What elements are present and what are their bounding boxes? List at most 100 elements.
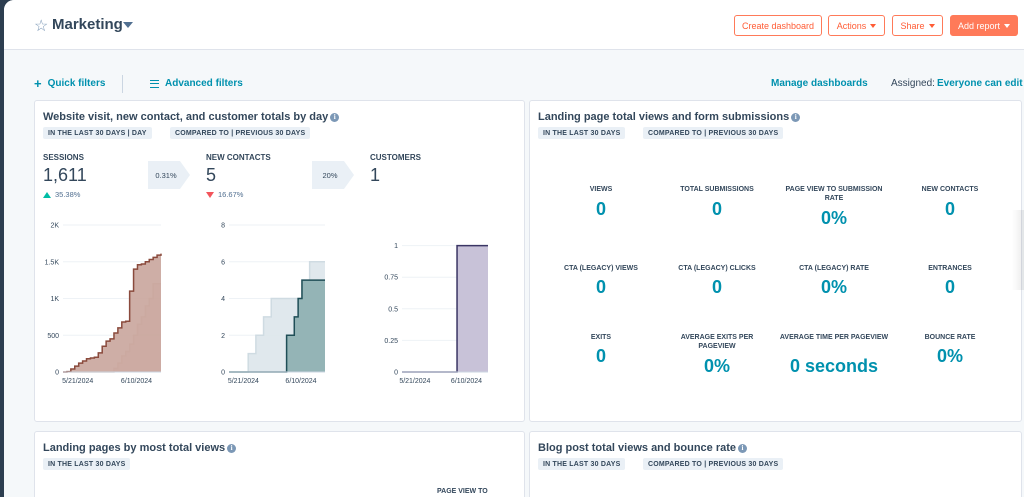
kpi-label-avg-time: AVERAGE TIME PER PAGEVIEW (779, 334, 889, 341)
dashboard-title[interactable]: Marketing (52, 16, 123, 33)
series-area (402, 245, 488, 372)
table-column-header[interactable]: PAGE VIEW TO (437, 488, 488, 495)
kpi-value-cta-rate: 0% (820, 277, 847, 297)
filter-bar: + Quick filters Advanced filters Manage … (4, 70, 1024, 98)
conversion-rate-arrow: 0.31% (148, 161, 190, 189)
dashboard-app: ☆ Marketing Create dashboard Actions Sha… (4, 0, 1024, 497)
chevron-down-icon (870, 23, 877, 28)
create-dashboard-label: Create dashboard (741, 20, 815, 31)
actions-button[interactable]: Actions (828, 15, 885, 36)
add-report-button[interactable]: Add report (950, 15, 1018, 36)
new-contacts-change-value: 16.67% (218, 190, 244, 199)
y-tick-label: 0.75 (384, 275, 398, 282)
y-tick-label: 0 (55, 370, 59, 377)
new-contacts-value: 5 (206, 165, 217, 185)
new-contacts-label: NEW CONTACTS (206, 153, 271, 162)
y-tick-label: 500 (47, 333, 59, 340)
dashboard-header: ☆ Marketing Create dashboard Actions Sha… (4, 0, 1024, 50)
report-title-text: Landing page total views and form submis… (538, 111, 790, 123)
info-icon[interactable]: i (227, 443, 237, 453)
manage-dashboards-label: Manage dashboards (771, 78, 868, 89)
customers-label: CUSTOMERS (370, 153, 421, 162)
assigned-label: Assigned: (891, 78, 935, 89)
y-tick-label: 1 (394, 243, 398, 250)
share-button[interactable]: Share (892, 15, 943, 36)
x-tick-label: 6/10/2024 (451, 378, 482, 385)
date-range-tag: IN THE LAST 30 DAYS (538, 458, 626, 470)
x-tick-label: 5/21/2024 (62, 378, 93, 385)
report-title: Blog post total views and bounce rate i (538, 442, 748, 454)
series-area (229, 280, 325, 372)
kpi-label-submission-rate: PAGE VIEW TO SUBMISSION RATE (785, 186, 883, 202)
comparison-tag: COMPARED TO | PREVIOUS 30 DAYS (170, 127, 311, 139)
y-tick-label: 6 (221, 259, 225, 266)
kpi-label-cta-views: CTA (LEGACY) VIEWS (564, 265, 638, 272)
add-report-label: Add report (957, 20, 1001, 31)
scroll-shadow (1012, 210, 1024, 290)
manage-dashboards-link[interactable]: Manage dashboards (771, 78, 868, 89)
trend-up-icon (43, 191, 51, 198)
y-tick-label: 2K (50, 223, 59, 230)
y-tick-label: 0.5 (388, 306, 398, 313)
kpi-value-total-submissions: 0 (711, 199, 722, 219)
info-icon[interactable]: i (738, 443, 748, 453)
info-icon[interactable]: i (330, 112, 340, 122)
conversion-rate-arrow: 20% (312, 161, 354, 189)
x-tick-label: 5/21/2024 (399, 378, 430, 385)
new-contacts-change: 16.67% (206, 190, 243, 199)
conversion-rate-value: 0.31% (155, 170, 177, 180)
y-tick-label: 0 (221, 370, 225, 377)
filter-lines-icon (150, 79, 159, 88)
sessions-change-value: 35.38% (55, 190, 81, 199)
report-title: Landing page total views and form submis… (538, 111, 801, 123)
kpi-value-views: 0 (595, 199, 606, 219)
visits-charts-area: 0 500 1K 1.5K 2K 5/21/2024 6/10/2024 0 2 4 6 8 5/21/… (45, 223, 488, 385)
y-tick-label: 1.5K (45, 259, 60, 266)
quick-filters-label: Quick filters (47, 78, 106, 89)
kpi-label-cta-clicks: CTA (LEGACY) CLICKS (678, 265, 756, 272)
report-card-landing-pages-by-views[interactable]: Landing pages by most total views i IN T… (34, 431, 525, 497)
y-tick-label: 4 (221, 296, 225, 303)
kpi-value-exits: 0 (595, 346, 606, 366)
y-tick-label: 8 (221, 223, 225, 230)
chevron-down-icon (928, 23, 935, 28)
create-dashboard-button[interactable]: Create dashboard (734, 15, 822, 36)
advanced-filters-button[interactable]: Advanced filters (150, 78, 243, 89)
trend-down-icon (206, 191, 214, 198)
x-tick-label: 6/10/2024 (285, 378, 316, 385)
kpi-label-new-contacts: NEW CONTACTS (921, 186, 979, 193)
chevron-down-icon (1004, 23, 1011, 28)
x-tick-label: 5/21/2024 (228, 378, 259, 385)
kpi-label-views: VIEWS (589, 186, 613, 193)
quick-filters-button[interactable]: + Quick filters (34, 75, 106, 91)
info-icon[interactable]: i (791, 112, 801, 122)
y-tick-label: 0.25 (384, 338, 398, 345)
plus-icon: + (34, 75, 42, 91)
kpi-label-entrances: ENTRANCES (928, 265, 972, 272)
share-label: Share (900, 20, 925, 31)
kpi-label-cta-rate: CTA (LEGACY) RATE (799, 265, 869, 272)
series-area (63, 253, 161, 372)
assigned-value-link[interactable]: Everyone can edit (937, 78, 1023, 89)
date-range-tag: IN THE LAST 30 DAYS (43, 458, 131, 470)
report-title: Website visit, new contact, and customer… (43, 111, 340, 123)
report-title-text: Blog post total views and bounce rate (538, 442, 737, 454)
dashboard-switcher-chevron-icon[interactable] (123, 22, 133, 28)
x-tick-label: 6/10/2024 (121, 378, 152, 385)
kpi-label-bounce-rate: BOUNCE RATE (924, 334, 976, 341)
sessions-label: SESSIONS (43, 153, 84, 162)
kpi-label-total-submissions: TOTAL SUBMISSIONS (680, 186, 754, 193)
kpi-value-new-contacts: 0 (944, 199, 955, 219)
report-title: Landing pages by most total views i (43, 442, 237, 454)
advanced-filters-label: Advanced filters (165, 78, 243, 89)
assigned-value: Everyone can edit (937, 78, 1023, 89)
kpi-label-exits: EXITS (590, 334, 612, 341)
favorite-star-icon[interactable]: ☆ (34, 18, 49, 35)
filter-divider (122, 75, 123, 93)
comparison-tag: COMPARED TO | PREVIOUS 30 DAYS (643, 458, 784, 470)
report-card-website-visits[interactable]: Website visit, new contact, and customer… (34, 100, 525, 422)
report-card-blog-post-views[interactable]: Blog post total views and bounce rate i … (529, 431, 1022, 497)
kpi-value-entrances: 0 (944, 277, 955, 297)
date-range-tag: IN THE LAST 30 DAYS | DAY (43, 127, 152, 139)
report-card-landing-page-totals[interactable]: Landing page total views and form submis… (529, 100, 1022, 422)
